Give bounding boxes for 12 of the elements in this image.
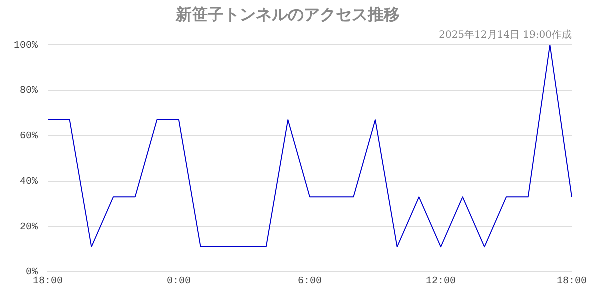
y-tick-label: 40% [20,176,38,188]
x-tick-label: 18:00 [556,276,588,288]
y-tick-label: 100% [14,40,38,52]
x-tick-label: 12:00 [426,276,456,288]
y-tick-label: 60% [20,132,38,143]
x-tick-label: 6:00 [298,276,322,288]
chart-subtitle: 2025年12月14日 19:00作成 [439,28,572,41]
y-tick-label: 20% [20,222,38,234]
x-tick-label: 18:00 [32,276,64,288]
chart-title: 新笹子トンネルのアクセス推移 [175,4,400,24]
x-tick-label: 0:00 [166,276,192,288]
y-tick-label: 80% [20,86,38,98]
